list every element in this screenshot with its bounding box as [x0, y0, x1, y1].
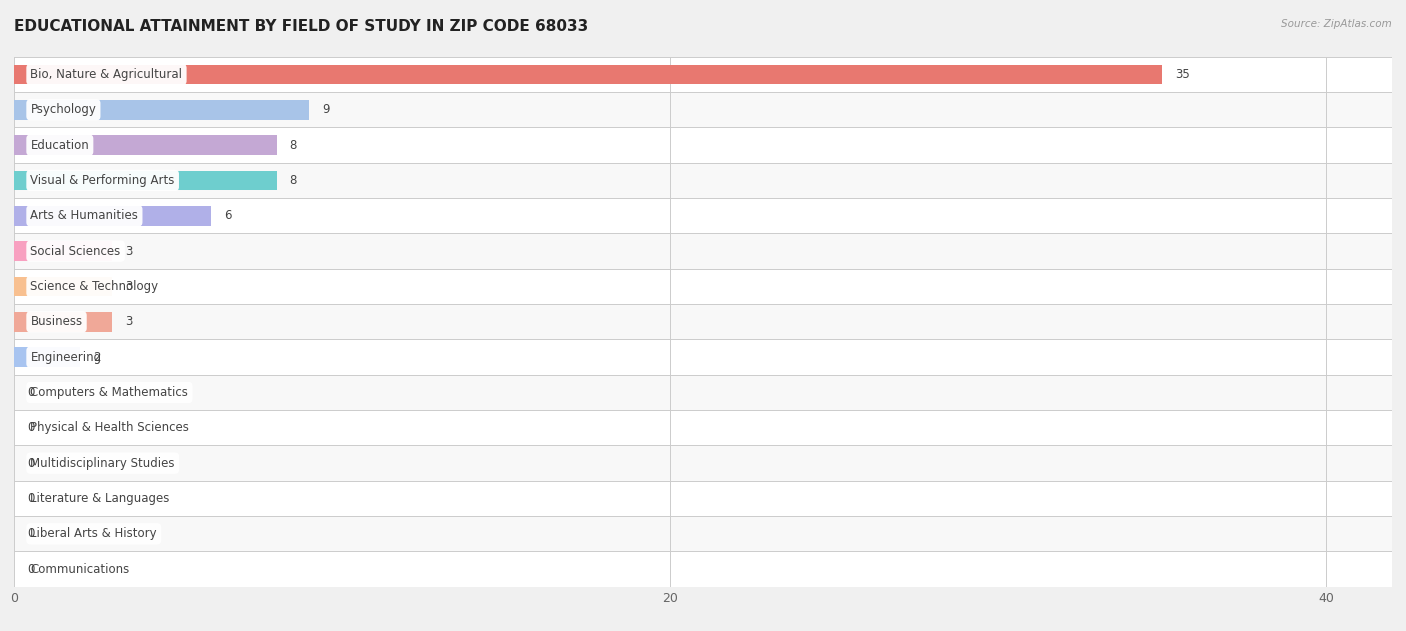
Bar	[14, 277, 112, 296]
Text: Social Sciences: Social Sciences	[31, 245, 121, 257]
Bar	[14, 445, 1392, 481]
Text: Source: ZipAtlas.com: Source: ZipAtlas.com	[1281, 19, 1392, 29]
Text: Arts & Humanities: Arts & Humanities	[31, 209, 138, 222]
Text: 0: 0	[27, 563, 35, 575]
Bar	[14, 100, 309, 119]
Bar	[14, 57, 1392, 92]
Bar	[14, 312, 112, 331]
Text: 2: 2	[93, 351, 100, 363]
Bar	[14, 242, 112, 261]
Text: 6: 6	[224, 209, 232, 222]
Bar	[14, 233, 1392, 269]
Text: 3: 3	[125, 316, 134, 328]
Text: 3: 3	[125, 245, 134, 257]
Bar	[14, 171, 277, 190]
Text: 0: 0	[27, 492, 35, 505]
Bar	[14, 348, 80, 367]
Bar	[14, 206, 211, 225]
Text: Literature & Languages: Literature & Languages	[31, 492, 170, 505]
Text: 3: 3	[125, 280, 134, 293]
Text: Bio, Nature & Agricultural: Bio, Nature & Agricultural	[31, 68, 183, 81]
Text: EDUCATIONAL ATTAINMENT BY FIELD OF STUDY IN ZIP CODE 68033: EDUCATIONAL ATTAINMENT BY FIELD OF STUDY…	[14, 19, 588, 34]
Bar	[14, 304, 1392, 339]
Bar	[14, 163, 1392, 198]
Text: Engineering: Engineering	[31, 351, 101, 363]
Bar	[14, 127, 1392, 163]
Text: 0: 0	[27, 528, 35, 540]
Text: Visual & Performing Arts: Visual & Performing Arts	[31, 174, 174, 187]
Bar	[14, 92, 1392, 127]
Text: Physical & Health Sciences: Physical & Health Sciences	[31, 422, 190, 434]
Text: 8: 8	[290, 139, 297, 151]
Text: 35: 35	[1175, 68, 1189, 81]
Bar	[14, 551, 1392, 587]
Text: 8: 8	[290, 174, 297, 187]
Bar	[14, 339, 1392, 375]
Bar	[14, 198, 1392, 233]
Text: Psychology: Psychology	[31, 103, 97, 116]
Text: 0: 0	[27, 386, 35, 399]
Bar	[14, 516, 1392, 551]
Text: 0: 0	[27, 422, 35, 434]
Text: 9: 9	[322, 103, 330, 116]
Bar	[14, 136, 277, 155]
Text: Computers & Mathematics: Computers & Mathematics	[31, 386, 188, 399]
Text: Science & Technology: Science & Technology	[31, 280, 159, 293]
Bar	[14, 481, 1392, 516]
Bar	[14, 269, 1392, 304]
Text: Liberal Arts & History: Liberal Arts & History	[31, 528, 157, 540]
Text: Communications: Communications	[31, 563, 129, 575]
Text: Education: Education	[31, 139, 89, 151]
Bar	[14, 375, 1392, 410]
Text: Business: Business	[31, 316, 83, 328]
Text: Multidisciplinary Studies: Multidisciplinary Studies	[31, 457, 174, 469]
Bar	[14, 410, 1392, 445]
Bar	[14, 65, 1163, 84]
Text: 0: 0	[27, 457, 35, 469]
